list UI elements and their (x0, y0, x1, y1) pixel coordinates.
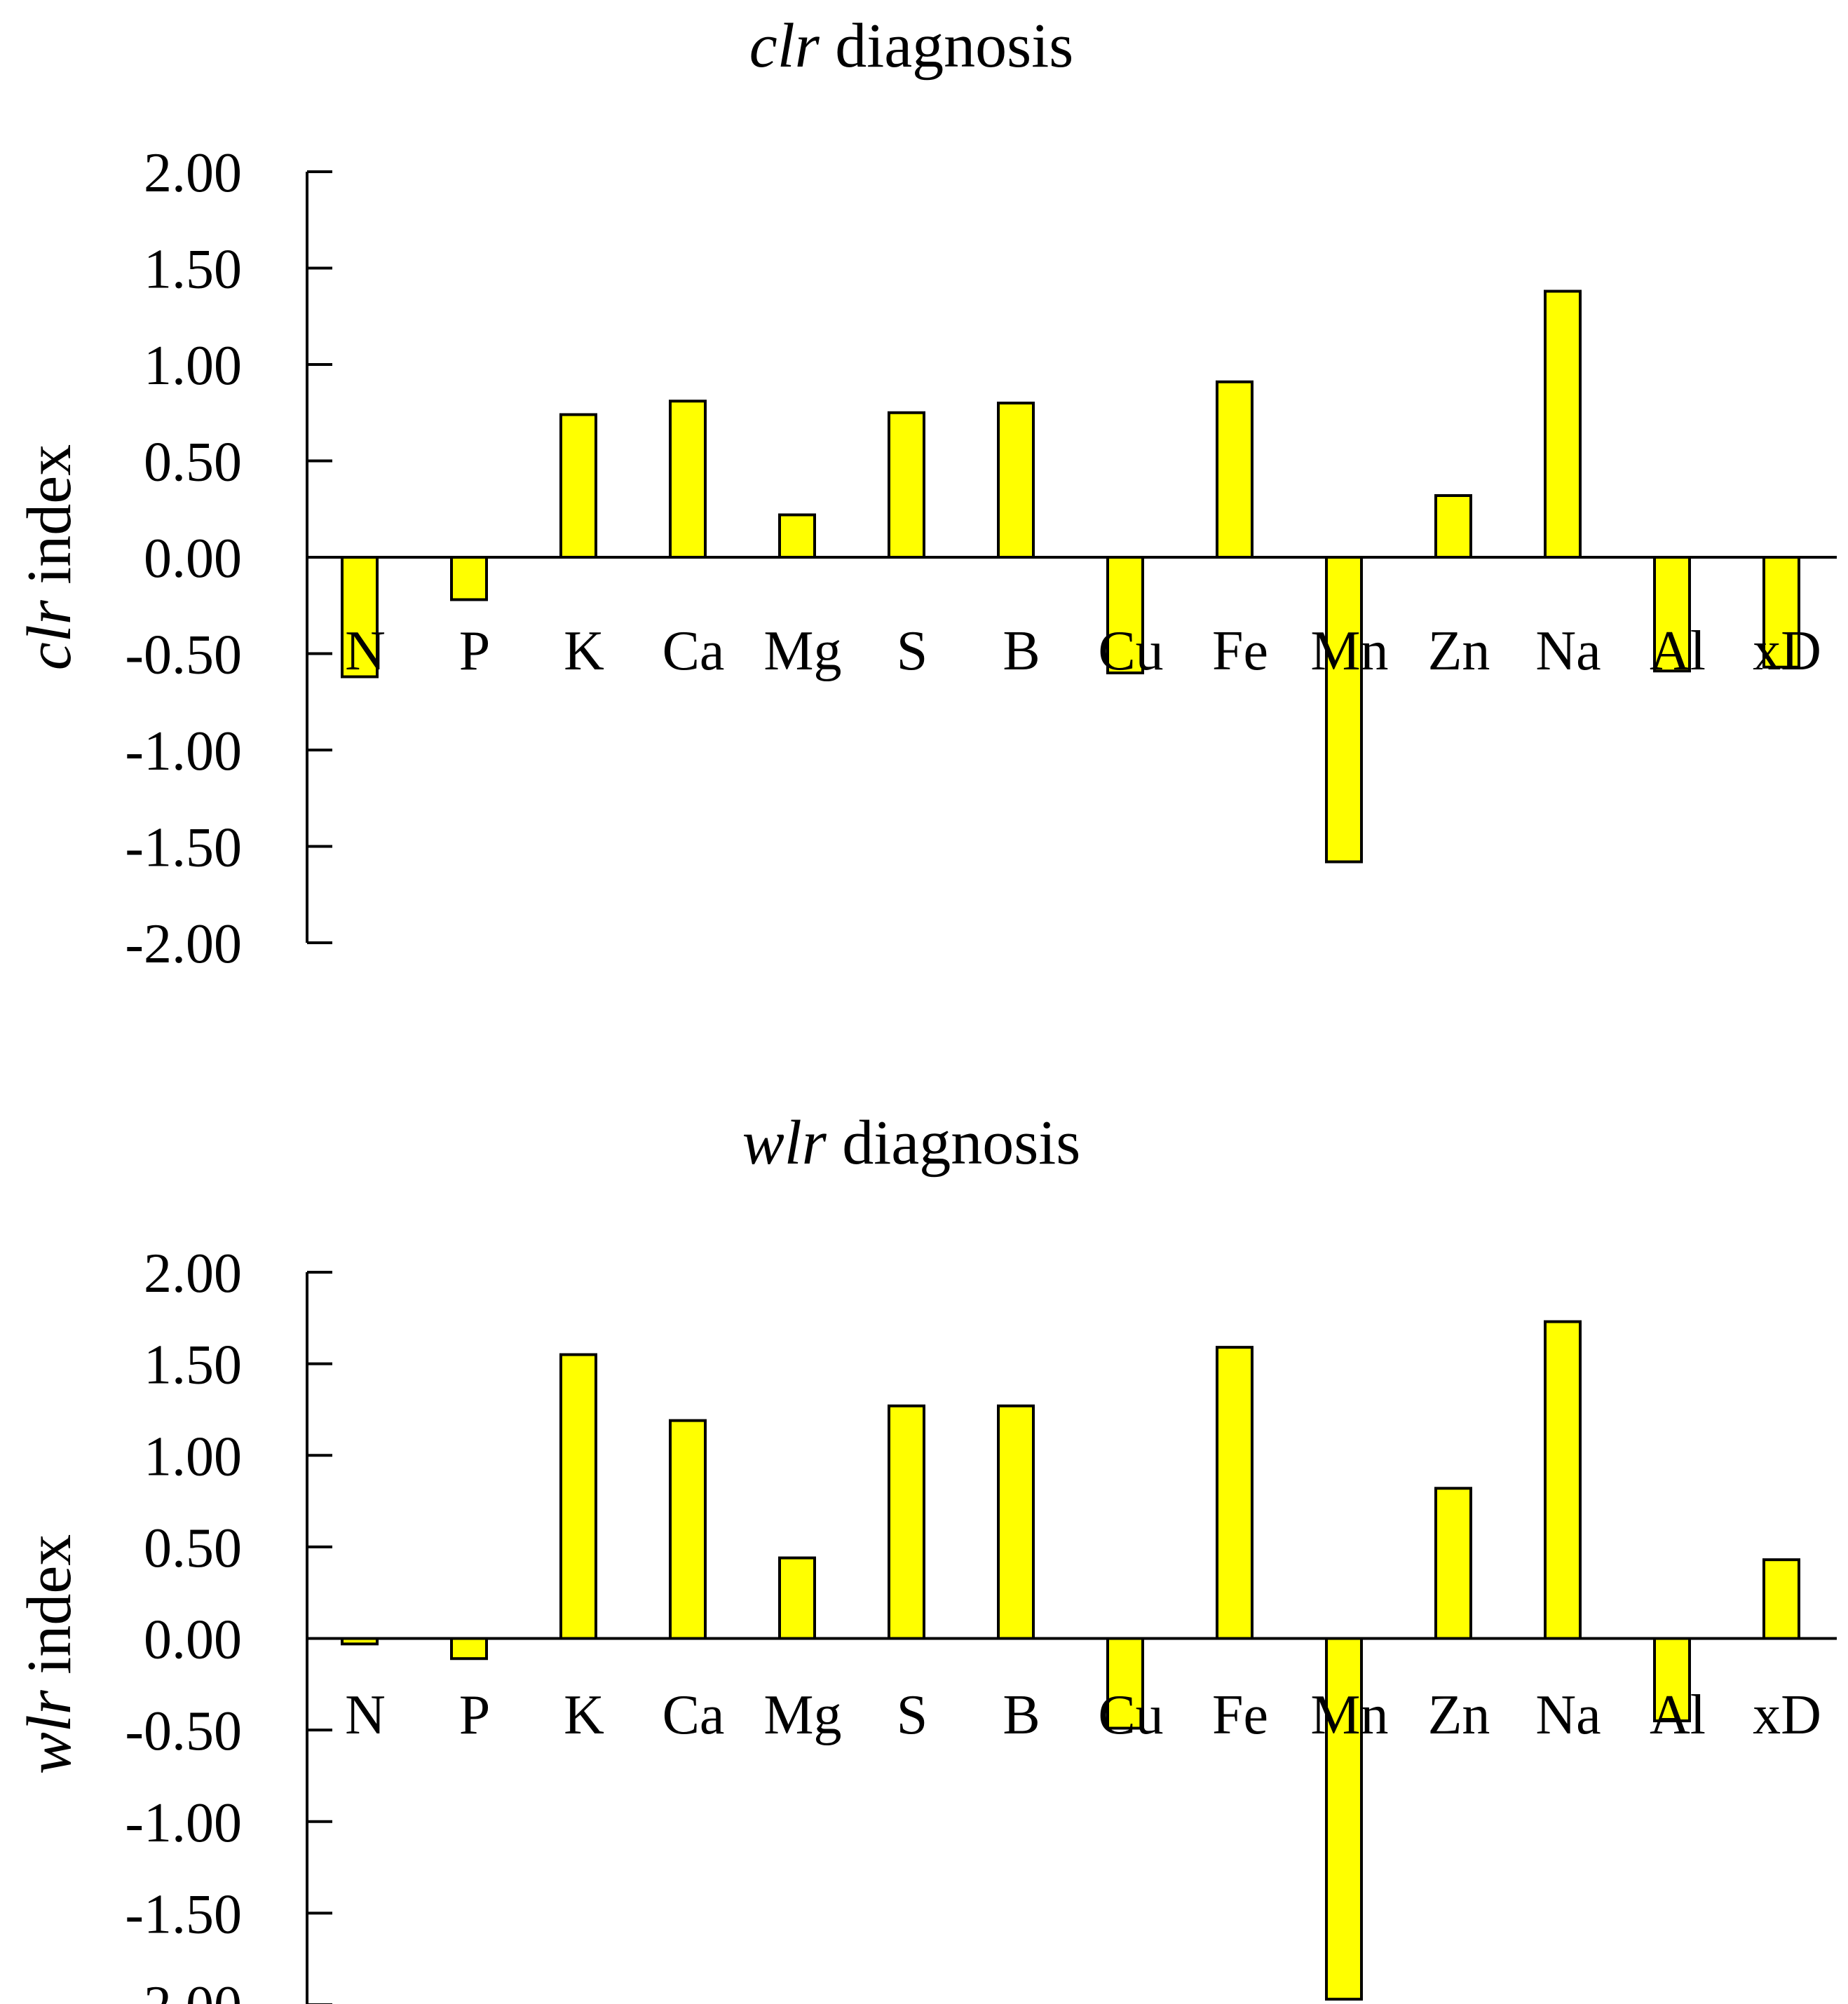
clr-category-label-Zn: Zn (1428, 620, 1490, 682)
clr-bar-P (450, 556, 488, 601)
wlr-chart-title-rest: diagnosis (827, 1108, 1081, 1178)
wlr-category-label-S: S (897, 1684, 928, 1746)
clr-chart-bars (341, 289, 1800, 864)
clr-chart-y-axis-label-rest: index (15, 444, 84, 600)
clr-bar-Mg (778, 513, 816, 559)
wlr-category-label-Fe: Fe (1212, 1684, 1268, 1746)
wlr-chart-y-axis-label: wlr index (15, 1534, 84, 1775)
wlr-category-label-Mg: Mg (763, 1684, 841, 1746)
clr-category-label-S: S (897, 620, 928, 682)
clr-chart-title: clr diagnosis (749, 11, 1074, 81)
wlr-category-label-Cu: Cu (1098, 1684, 1163, 1746)
wlr-y-tick-label-5: -0.50 (125, 1700, 242, 1762)
wlr-bar-Fe (1216, 1346, 1253, 1640)
wlr-category-label-xD: xD (1753, 1684, 1821, 1746)
wlr-y-tick-label-6: -1.00 (125, 1792, 242, 1854)
clr-y-tick-label-7: -1.50 (125, 817, 242, 879)
wlr-bar-K (559, 1353, 597, 1640)
clr-y-tick-label-6: -1.00 (125, 721, 242, 782)
wlr-bar-Na (1544, 1320, 1582, 1640)
wlr-category-label-Ca: Ca (663, 1684, 725, 1746)
clr-bar-Na (1544, 289, 1582, 559)
clr-y-tick-label-1: 1.50 (144, 239, 242, 301)
wlr-y-tick-label-4: 0.00 (144, 1609, 242, 1671)
clr-bar-Zn (1434, 494, 1472, 559)
wlr-y-tick-label-3: 0.50 (144, 1518, 242, 1579)
clr-category-label-B: B (1003, 620, 1040, 682)
clr-bar-B (997, 402, 1035, 559)
clr-chart-axes: 2.00 1.50 1.00 0.50 0.00 -0.50 -1.00 -1.50 -2.00 (125, 142, 1837, 975)
clr-bar-N (341, 556, 379, 679)
clr-bar-Mn (1325, 556, 1363, 864)
clr-chart-title-italic: clr (749, 11, 820, 81)
clr-category-label-Mn: Mn (1310, 620, 1388, 682)
wlr-category-label-P: P (459, 1684, 491, 1746)
clr-bar-Ca (669, 400, 707, 559)
wlr-bar-P (450, 1637, 488, 1661)
wlr-chart-bars (341, 1320, 1800, 2001)
wlr-bar-B (997, 1404, 1035, 1640)
clr-category-label-N: N (345, 620, 386, 682)
clr-bar-Cu (1106, 556, 1144, 674)
clr-chart-y-axis-label: clr index (15, 444, 84, 670)
clr-y-tick-label-0: 2.00 (144, 142, 242, 204)
wlr-bar-Mg (778, 1556, 816, 1640)
clr-y-tick-label-8: -2.00 (125, 913, 242, 975)
clr-y-tick-label-4: 0.00 (144, 528, 242, 589)
wlr-y-tick-label-7: -1.50 (125, 1883, 242, 1945)
clr-chart-title-rest: diagnosis (820, 11, 1074, 81)
wlr-category-label-Zn: Zn (1428, 1684, 1490, 1746)
clr-y-tick-label-2: 1.00 (144, 335, 242, 397)
clr-category-label-xD: xD (1753, 620, 1821, 682)
clr-category-label-Ca: Ca (663, 620, 725, 682)
wlr-category-label-Al: Al (1650, 1684, 1706, 1746)
wlr-y-tick-label-8: -2.00 (125, 1975, 242, 2004)
wlr-category-label-Mn: Mn (1310, 1684, 1388, 1746)
clr-y-tick-label-3: 0.50 (144, 432, 242, 493)
clr-bar-K (559, 413, 597, 559)
wlr-bar-xD (1762, 1558, 1800, 1640)
clr-category-label-Na: Na (1535, 620, 1601, 682)
wlr-chart-axes: 2.00 1.50 1.00 0.50 0.00 -0.50 -1.00 -1.50 -2.00 (125, 1243, 1837, 2004)
clr-bar-xD (1762, 556, 1800, 669)
clr-category-label-Mg: Mg (763, 620, 841, 682)
wlr-chart-y-axis-label-italic: wlr (15, 1689, 84, 1774)
wlr-chart-title: wlr diagnosis (742, 1108, 1081, 1178)
wlr-bar-Ca (669, 1419, 707, 1640)
wlr-bar-Cu (1106, 1637, 1144, 1730)
clr-category-label-K: K (564, 620, 604, 682)
clr-category-label-Al: Al (1650, 620, 1706, 682)
clr-y-tick-label-5: -0.50 (125, 625, 242, 686)
wlr-chart-y-axis-label-rest: index (15, 1534, 84, 1690)
wlr-category-label-B: B (1003, 1684, 1040, 1746)
clr-bar-Fe (1216, 380, 1253, 559)
wlr-category-label-N: N (345, 1684, 386, 1746)
clr-chart-y-axis-label-italic: clr (15, 599, 84, 670)
wlr-y-tick-label-2: 1.00 (144, 1426, 242, 1487)
wlr-y-tick-label-1: 1.50 (144, 1335, 242, 1396)
clr-chart: clr diagnosis clr index 2.00 1.50 1.00 0.50… (15, 11, 1837, 975)
clr-category-label-P: P (459, 620, 491, 682)
clr-category-label-Fe: Fe (1212, 620, 1268, 682)
wlr-y-tick-label-0: 2.00 (144, 1243, 242, 1304)
wlr-bar-S (888, 1404, 925, 1640)
clr-bar-S (888, 411, 925, 559)
clr-category-label-Cu: Cu (1098, 620, 1163, 682)
wlr-category-label-K: K (564, 1684, 604, 1746)
wlr-chart: wlr diagnosis wlr index 2.00 1.50 1.00 0.50… (15, 1108, 1837, 2004)
wlr-chart-category-labels: N P K Ca Mg S B Cu Fe Mn Zn Na Al xD (345, 1684, 1821, 1746)
wlr-bar-Zn (1434, 1487, 1472, 1640)
wlr-chart-title-italic: wlr (742, 1108, 827, 1178)
wlr-bar-Al (1653, 1637, 1691, 1723)
wlr-category-label-Na: Na (1535, 1684, 1601, 1746)
clr-chart-category-labels: N P K Ca Mg S B Cu Fe Mn Zn Na Al xD (345, 620, 1821, 682)
wlr-bar-Mn (1325, 1637, 1363, 2001)
